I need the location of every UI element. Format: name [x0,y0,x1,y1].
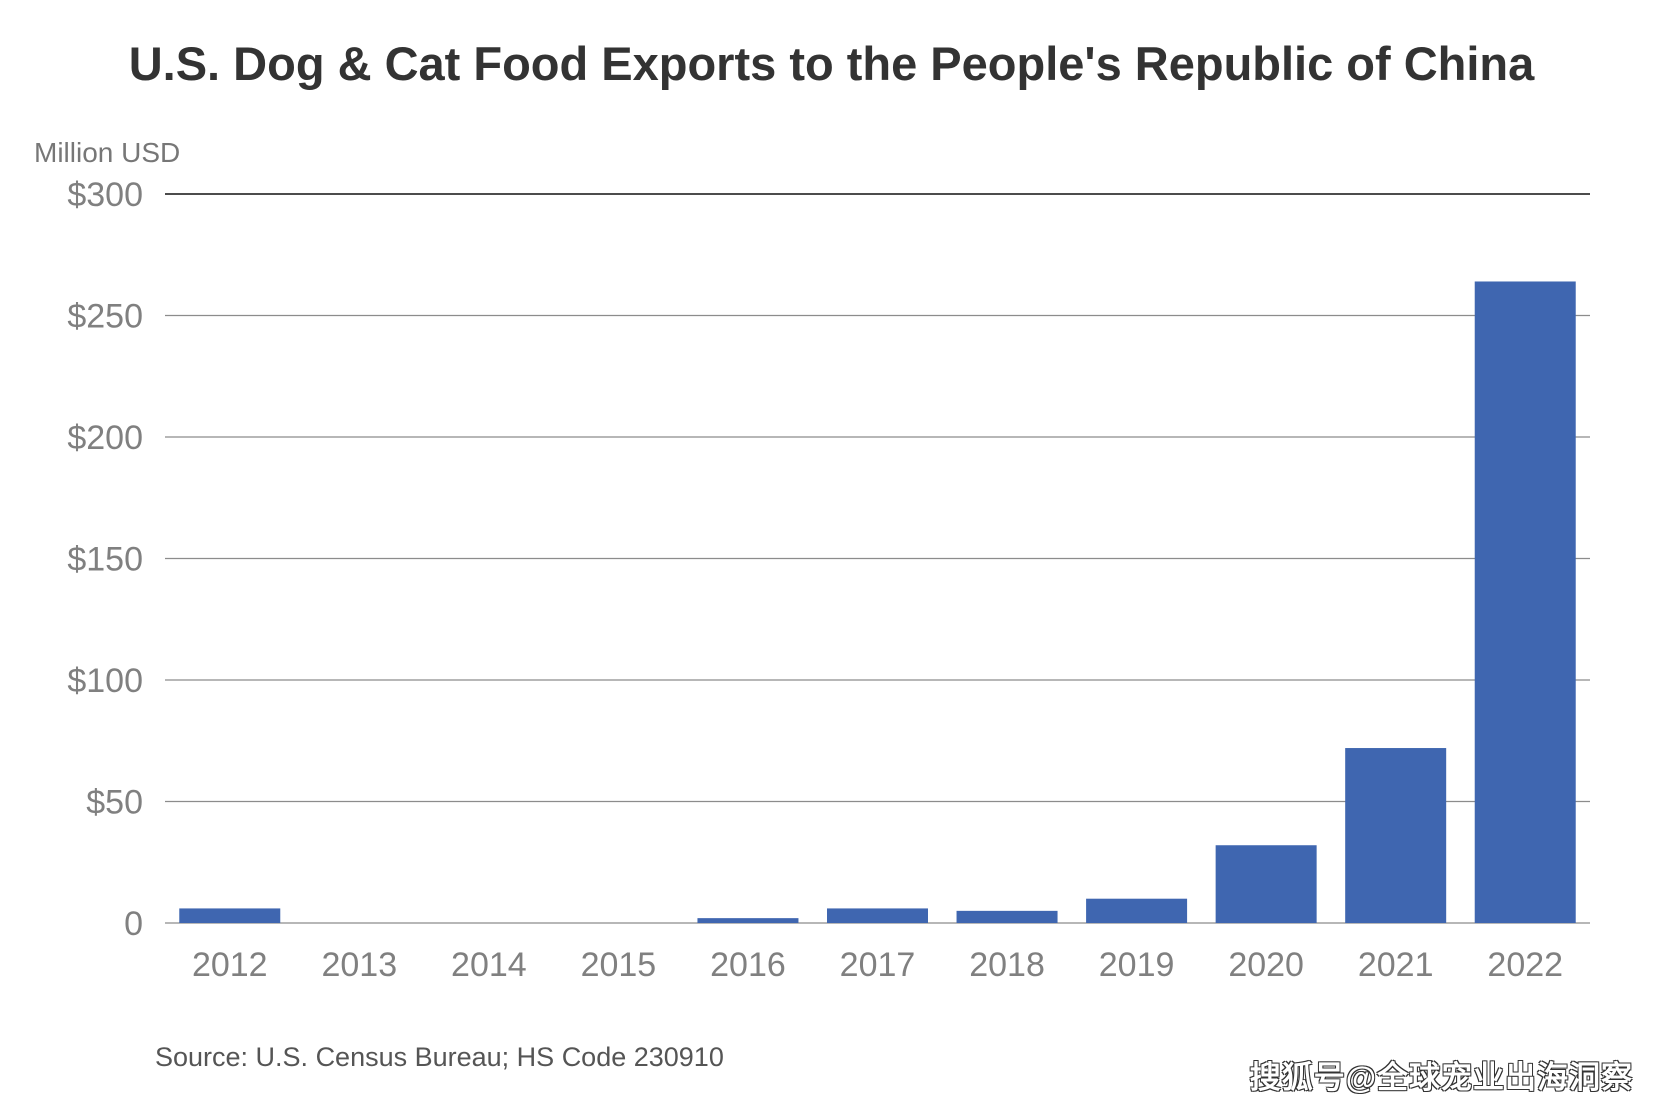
x-tick-label: 2016 [710,946,786,984]
x-tick-label: 2017 [840,946,916,984]
chart-title: U.S. Dog & Cat Food Exports to the Peopl… [128,37,1535,90]
watermark-text: 搜狐号@全球宠业出海洞察 [1249,1060,1633,1095]
bar-2012 [179,908,281,923]
x-tick-label: 2018 [969,946,1045,984]
x-tick-label: 2013 [321,946,397,984]
bar-2021 [1345,748,1447,923]
y-tick-label: $150 [67,541,143,579]
y-tick-label: $300 [67,176,143,214]
x-tick-label: 2012 [192,946,268,984]
bar-2018 [956,910,1058,923]
y-tick-label: $50 [86,784,143,822]
bars [179,281,1576,924]
bar-2020 [1215,845,1317,923]
x-tick-label: 2022 [1487,946,1563,984]
bar-2022 [1474,281,1576,924]
x-tick-label: 2019 [1099,946,1175,984]
y-axis-ticks: 0 $50 $100 $150 $200 $250 $300 [67,176,143,943]
y-tick-label: $200 [67,419,143,457]
x-tick-label: 2015 [581,946,657,984]
y-tick-label: $250 [67,298,143,336]
y-axis-unit-label: Million USD [34,137,181,168]
bar-2019 [1086,898,1188,923]
source-note: Source: U.S. Census Bureau; HS Code 2309… [155,1042,724,1072]
x-axis-ticks: 2012 2013 2014 2015 2016 2017 2018 2019 2020 2021… [192,946,1563,984]
x-tick-label: 2020 [1228,946,1304,984]
gridlines [165,193,1590,924]
bar-2016 [697,918,799,923]
y-tick-label: $100 [67,662,143,700]
y-tick-label: 0 [124,905,143,943]
x-tick-label: 2021 [1358,946,1434,984]
x-tick-label: 2014 [451,946,527,984]
bar-2017 [827,908,928,923]
